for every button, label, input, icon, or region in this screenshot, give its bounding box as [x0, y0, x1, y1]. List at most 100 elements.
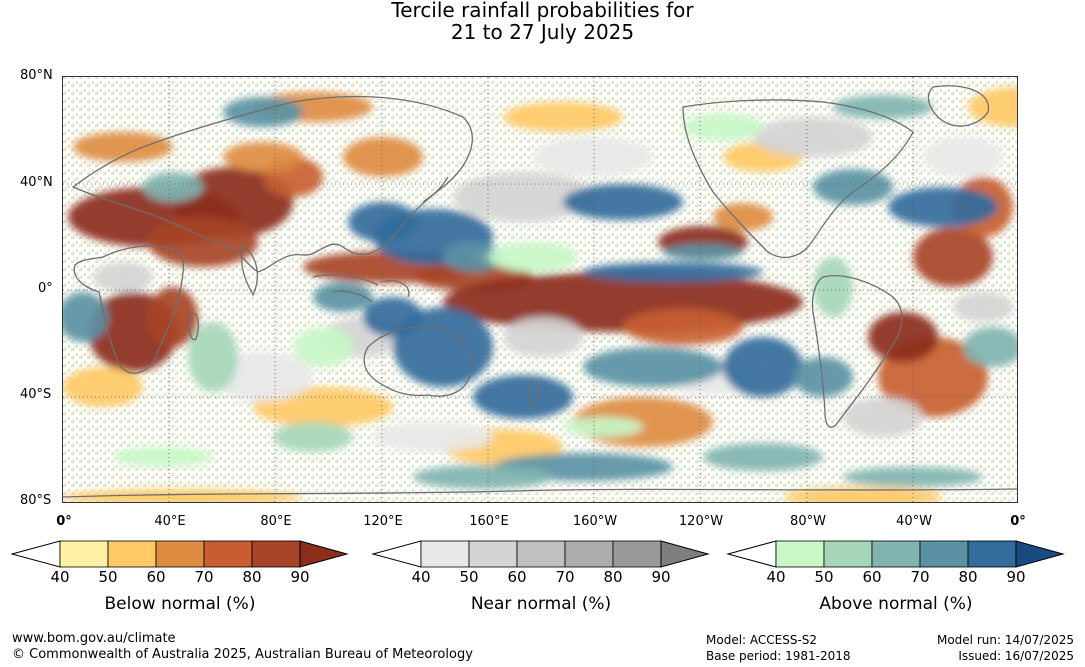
legend-swatch	[516, 540, 566, 568]
legend-arrow-low	[10, 540, 61, 568]
probability-region-above	[813, 169, 893, 205]
title-line-2: 21 to 27 July 2025	[450, 20, 635, 44]
lon-label-40e: 40°E	[154, 514, 186, 529]
legend-arrow-low	[371, 540, 422, 568]
legend-below-tick: 70	[194, 568, 214, 586]
probability-region-near	[373, 422, 493, 452]
probability-region-above	[563, 417, 643, 437]
probability-region-above	[683, 113, 763, 141]
lat-label-40n: 40°N	[20, 175, 53, 190]
legend-swatch	[775, 540, 825, 568]
legend-title-near: Near normal (%)	[470, 594, 612, 614]
probability-region-above	[348, 202, 418, 242]
probability-region-above	[663, 244, 743, 260]
probability-region-above	[723, 337, 803, 397]
legend-arrow-high	[1015, 540, 1065, 568]
lat-label-0: 0°	[38, 281, 53, 296]
probability-region-near	[753, 117, 873, 157]
probability-region-near	[93, 262, 153, 292]
legend-near-normal	[371, 540, 710, 568]
lon-label-160w: 160°W	[572, 514, 618, 529]
legend-swatch	[871, 540, 921, 568]
probability-region-above	[583, 262, 763, 282]
legend-above-normal	[726, 540, 1065, 568]
rainfall-probability-map	[62, 76, 1018, 503]
probability-region-above	[188, 322, 238, 392]
probability-region-above	[963, 327, 1017, 367]
lat-label-80n: 80°N	[20, 68, 53, 83]
legend-below-tick: 80	[242, 568, 262, 586]
probability-region-above	[293, 327, 353, 367]
legend-swatch	[155, 540, 205, 568]
footer-model: Model: ACCESS-S2	[706, 633, 818, 647]
probability-region-near	[213, 352, 313, 402]
legend-below-normal	[10, 540, 349, 568]
probability-region-below	[223, 142, 303, 172]
legend-swatch	[203, 540, 253, 568]
lat-label-80s: 80°S	[20, 493, 52, 508]
probability-region-below	[623, 309, 743, 345]
probability-region-above	[63, 292, 108, 342]
lon-label-40w: 40°W	[896, 514, 932, 529]
legend-below-tick: 50	[98, 568, 118, 586]
legend-title-above: Above normal (%)	[819, 594, 973, 614]
legend-near-tick: 70	[555, 568, 575, 586]
probability-region-above	[223, 97, 303, 127]
legend-above-tick: 70	[910, 568, 930, 586]
probability-region-above	[113, 447, 213, 467]
lat-label-40s: 40°S	[20, 387, 52, 402]
map-canvas	[63, 77, 1017, 502]
footer-copyright: © Commonwealth of Australia 2025, Austra…	[12, 647, 473, 662]
lon-label-0-left: 0°	[56, 514, 72, 529]
legend-above-tick: 40	[766, 568, 786, 586]
legend-above-tick: 50	[814, 568, 834, 586]
legend-below-tick: 90	[290, 568, 310, 586]
probability-region-below	[73, 132, 173, 162]
lon-label-80w: 80°W	[790, 514, 826, 529]
coastlines	[63, 85, 1017, 498]
legend-swatch	[967, 540, 1017, 568]
probability-region-above	[833, 95, 933, 119]
probability-region-above	[273, 422, 353, 452]
footer-website: www.bom.gov.au/climate	[12, 631, 176, 646]
lon-label-0-right: 0°	[1010, 514, 1026, 529]
probability-region-above	[363, 297, 423, 337]
probability-region-above	[793, 357, 853, 397]
lon-label-120w: 120°W	[678, 514, 724, 529]
probability-region-below	[783, 487, 943, 502]
probability-region-below	[148, 217, 258, 267]
legend-near-tick: 90	[651, 568, 671, 586]
legend-arrow-low	[726, 540, 777, 568]
legend-below-tick: 40	[50, 568, 70, 586]
probability-region-near	[923, 137, 1003, 177]
probability-region-below	[968, 87, 1017, 127]
legend-swatch	[107, 540, 157, 568]
probability-region-below	[503, 102, 623, 132]
grid-lines	[63, 77, 1017, 502]
probability-region-above	[703, 443, 823, 471]
legend-near-tick: 80	[603, 568, 623, 586]
lon-label-80e: 80°E	[260, 514, 292, 529]
probability-region-above	[313, 282, 373, 312]
footer-model-run: Model run: 14/07/2025	[936, 633, 1074, 647]
probability-region-below	[343, 137, 423, 177]
probability-region-above	[563, 184, 683, 220]
legend-below-tick: 60	[146, 568, 166, 586]
probability-region-below	[63, 489, 303, 502]
probability-region-above	[813, 257, 853, 317]
probability-region-below	[913, 227, 993, 287]
lon-label-160e: 160°E	[469, 514, 509, 529]
probability-region-near	[953, 292, 1013, 322]
probability-region-below	[868, 312, 938, 362]
lon-label-120e: 120°E	[363, 514, 403, 529]
probability-region-above	[583, 347, 723, 387]
legend-swatch	[59, 540, 109, 568]
probability-region-near	[503, 317, 583, 357]
footer-issued: Issued: 16/07/2025	[958, 649, 1074, 663]
legend-title-below: Below normal (%)	[104, 594, 256, 614]
probability-region-above	[413, 465, 553, 489]
legend-above-tick: 90	[1006, 568, 1026, 586]
legend-arrow-high	[660, 540, 710, 568]
probability-region-above	[888, 187, 998, 227]
legend-near-tick: 60	[507, 568, 527, 586]
